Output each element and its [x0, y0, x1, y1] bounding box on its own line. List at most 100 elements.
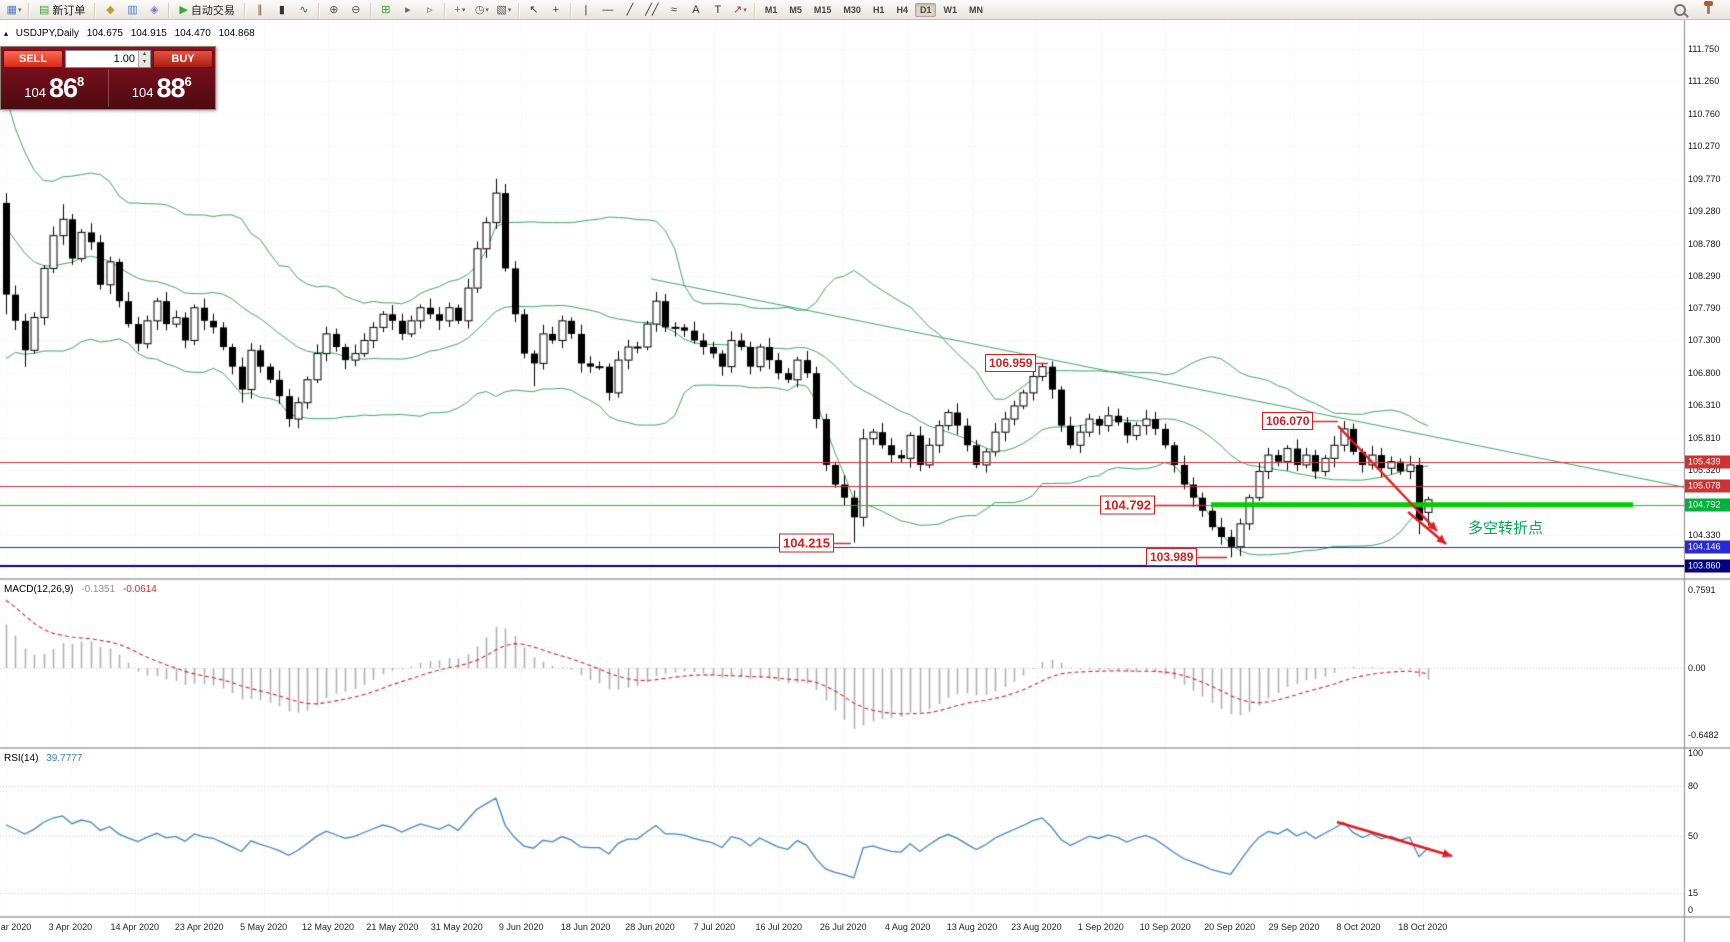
data-window-icon[interactable]: ▥ — [127, 4, 138, 16]
price-axis-label: 107.790 — [1688, 303, 1721, 314]
volume-down-icon[interactable]: ▾ — [139, 59, 150, 67]
horizontal-line-icon[interactable]: — — [602, 3, 614, 16]
macd-label: MACD(12,26,9) — [4, 584, 74, 595]
collapse-panel-icon[interactable]: ▴ — [4, 29, 9, 38]
price-axis-label: 109.770 — [1688, 173, 1721, 184]
indicators-icon-dropdown[interactable]: ▾ — [461, 6, 466, 14]
timeframe-w1[interactable]: W1 — [943, 4, 957, 15]
volume-up-icon[interactable]: ▴ — [139, 51, 150, 59]
date-axis-label: 7 Jul 2020 — [693, 922, 736, 932]
price-callout-104.792: 104.792 — [1100, 495, 1155, 515]
toolbar-separator — [753, 2, 756, 17]
open-value: 104.675 — [86, 28, 123, 39]
price-axis-label: 107.300 — [1688, 335, 1721, 346]
timeframe-h1[interactable]: H1 — [872, 4, 885, 15]
sell-price[interactable]: 104 86 8 — [1, 69, 109, 107]
toolbar-separator — [369, 2, 372, 17]
toolbar-separator — [443, 2, 446, 17]
rsi-header: RSI(14) 39.7777 — [4, 753, 87, 764]
timeframe-d1[interactable]: D1 — [914, 2, 937, 17]
macd-main-value: -0.1351 — [81, 584, 116, 595]
price-tag-104.792: 104.792 — [1685, 498, 1730, 512]
period-icon-dropdown[interactable]: ▾ — [485, 6, 489, 14]
chart-shift-icon[interactable]: ▹ — [427, 4, 433, 16]
navigator-icon[interactable]: ◈ — [150, 4, 159, 16]
text-icon[interactable]: A — [692, 3, 700, 16]
new-chart-icon-dropdown[interactable]: ▾ — [17, 6, 22, 14]
date-axis-label: 23 Apr 2020 — [174, 922, 224, 932]
sell-button[interactable]: SELL — [3, 50, 63, 68]
low-value: 104.470 — [174, 28, 211, 39]
fibonacci-icon[interactable]: ≈ — [670, 3, 677, 16]
price-axis-label: 105.320 — [1688, 465, 1721, 476]
date-axis-label: 12 May 2020 — [301, 922, 355, 932]
price-axis-label: 111.750 — [1688, 44, 1720, 54]
rsi-axis-label: 0 — [1688, 905, 1694, 915]
arrows-tool-icon[interactable]: ↗ ▾ — [733, 4, 747, 16]
indicators-icon[interactable]: + ▾ — [454, 3, 466, 16]
date-axis-label: 3 Apr 2020 — [48, 922, 93, 932]
candlestick-chart-icon[interactable]: ▮ — [278, 4, 285, 16]
date-axis-label: 14 Apr 2020 — [110, 922, 160, 932]
date-axis-label: 13 Aug 2020 — [946, 922, 998, 932]
autotrade-button[interactable]: ▶ 自动交易 — [179, 4, 235, 17]
channel-icon[interactable]: ╱╱ — [645, 4, 659, 16]
timeframe-mn[interactable]: MN — [968, 4, 983, 15]
volume-spinner[interactable]: ▴ ▾ — [138, 51, 150, 67]
date-axis-label: 4 Aug 2020 — [884, 922, 931, 932]
close-value: 104.868 — [218, 28, 255, 39]
tile-windows-icon[interactable]: ⊞ — [381, 4, 391, 16]
auto-scroll-icon[interactable]: ▸ — [405, 4, 411, 16]
date-axis-label: 26 Jul 2020 — [819, 922, 867, 932]
new-chart-icon[interactable]: ▦ ▾ — [6, 4, 22, 16]
price-callout-106.959: 106.959 — [985, 353, 1037, 372]
volume-value[interactable]: 1.00 — [113, 53, 135, 65]
date-axis-label: 29 Sep 2020 — [1268, 922, 1320, 932]
price-tag-105.439: 105.439 — [1685, 455, 1730, 469]
date-axis-label: 31 May 2020 — [430, 922, 483, 932]
trendline-icon[interactable]: ╱ — [626, 4, 634, 16]
price-callout-104.215: 104.215 — [779, 533, 834, 553]
macd-axis-label: 0.7591 — [1688, 584, 1716, 595]
template-icon-dropdown[interactable]: ▾ — [507, 6, 512, 14]
price-axis-label: 111.260 — [1688, 76, 1720, 87]
timeframe-m1[interactable]: M1 — [764, 4, 778, 15]
price-axis-label: 110.760 — [1688, 108, 1720, 119]
price-axis-label: 104.330 — [1688, 530, 1721, 540]
rsi-value: 39.7777 — [46, 753, 83, 764]
price-tag-104.146: 104.146 — [1685, 540, 1730, 554]
vertical-line-icon[interactable]: | — [584, 3, 588, 16]
pin-icon[interactable] — [1698, 1, 1718, 19]
buy-price[interactable]: 104 88 6 — [109, 69, 216, 107]
timeframe-m5[interactable]: M5 — [789, 4, 802, 15]
timeframe-m30[interactable]: M30 — [843, 4, 861, 15]
arrows-tool-icon-dropdown[interactable]: ▾ — [743, 6, 747, 14]
price-callout-106.070: 106.070 — [1262, 412, 1314, 431]
new-order-button[interactable]: ▤ 新订单 — [39, 4, 86, 17]
label-icon[interactable]: T — [714, 3, 722, 16]
timeframe-h4[interactable]: H4 — [896, 4, 908, 15]
macd-axis-label: 0.00 — [1688, 663, 1706, 673]
price-tag-105.078: 105.078 — [1685, 479, 1730, 493]
market-watch-icon[interactable]: ◆ — [106, 4, 115, 16]
period-icon[interactable]: ◷ ▾ — [474, 4, 489, 16]
search-icon[interactable] — [1670, 1, 1690, 19]
zoom-out-icon[interactable]: ⊖ — [351, 4, 361, 16]
trade-panel-prices: 104 86 8 104 88 6 — [1, 69, 215, 107]
toolbar-separator — [243, 2, 246, 17]
timeframe-m15[interactable]: M15 — [813, 4, 832, 15]
template-icon[interactable]: ▧ ▾ — [496, 4, 512, 16]
cursor-icon[interactable]: ↖ — [529, 4, 539, 16]
price-axis-label: 108.780 — [1688, 238, 1721, 249]
buy-button[interactable]: BUY — [153, 50, 213, 68]
line-chart-icon[interactable]: ∿ — [299, 4, 309, 16]
crosshair-icon[interactable]: + — [552, 3, 560, 16]
date-axis-label: 18 Jun 2020 — [560, 922, 611, 932]
volume-field[interactable]: 1.00 ▴ ▾ — [65, 50, 151, 68]
macd-axis-label: -0.6482 — [1688, 729, 1719, 740]
zoom-in-icon[interactable]: ⊕ — [329, 4, 339, 16]
bar-chart-icon[interactable]: ∥ — [257, 4, 263, 16]
toolbar-separator — [517, 2, 520, 17]
high-value: 104.915 — [130, 28, 167, 39]
